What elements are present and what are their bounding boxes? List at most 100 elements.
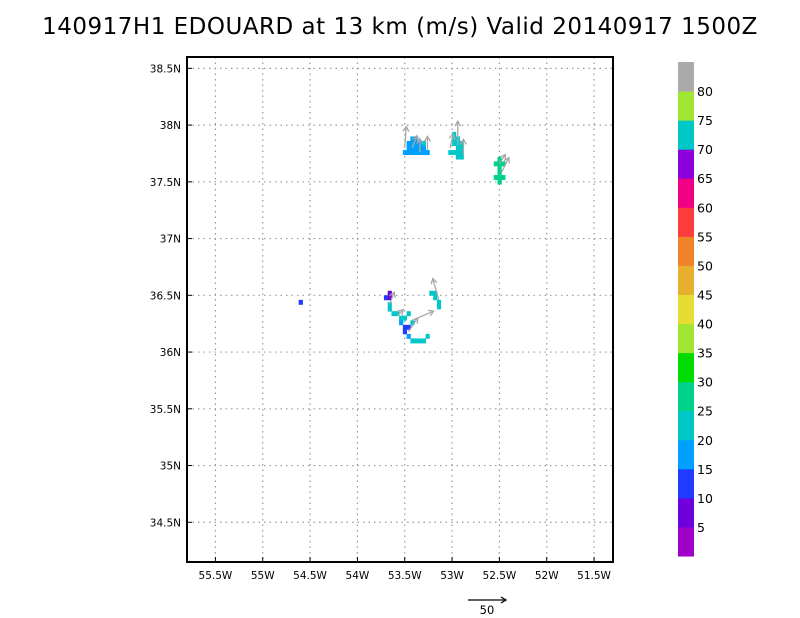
colorbar-segment	[678, 178, 694, 208]
y-tick-label: 34.5N	[150, 517, 181, 529]
data-cell	[459, 154, 464, 160]
colorbar-segment	[678, 62, 694, 92]
wind-vector	[407, 316, 419, 332]
colorbar-segment	[678, 91, 694, 121]
data-cell	[402, 329, 408, 335]
data-cell	[387, 302, 392, 308]
y-tick-label: 37N	[160, 234, 181, 246]
colorbar-segment	[678, 439, 694, 470]
colorbar-segment	[678, 294, 694, 325]
x-axis-ticks: 55.5W 55W 54.5W 54W 53.5W 53W 52.5W 52W 51.5W	[199, 557, 612, 582]
colorbar-segment	[678, 497, 694, 528]
data-cell	[410, 320, 415, 326]
vector-shaft	[407, 317, 419, 332]
data-cell	[452, 131, 457, 137]
x-tick-label: 55W	[251, 570, 275, 582]
wind-vector	[454, 119, 462, 146]
colorbar-segment	[678, 120, 694, 150]
data-cell	[410, 145, 415, 151]
x-tick-label: 53.5W	[388, 570, 422, 582]
x-tick-label: 52.5W	[483, 570, 517, 582]
data-cell	[414, 140, 419, 146]
data-cell	[459, 150, 464, 155]
wind-vector	[396, 308, 405, 317]
data-cell	[414, 338, 419, 344]
y-tick-label: 35N	[160, 461, 181, 473]
data-cell	[493, 161, 498, 167]
wind-vector	[388, 291, 396, 305]
data-cell	[402, 315, 408, 321]
data-cell	[406, 145, 411, 151]
vector-head	[397, 308, 405, 316]
wind-vector	[459, 138, 467, 155]
vector-shaft	[411, 135, 418, 149]
data-cell	[387, 306, 392, 312]
vector-shaft	[404, 126, 407, 148]
data-cell	[455, 145, 461, 151]
x-tick-label: 54.5W	[293, 570, 327, 582]
x-tick-label: 55.5W	[199, 570, 233, 582]
reference-vector-arrow	[468, 596, 508, 604]
colorbar-label: 35	[697, 346, 713, 361]
x-tick-label: 52W	[535, 570, 559, 582]
data-cell	[497, 179, 502, 185]
colorbar-label: 45	[697, 287, 713, 302]
data-cell	[497, 175, 502, 180]
y-tick-label: 35.5N	[150, 404, 181, 416]
colorbar-label: 40	[697, 317, 713, 332]
colorbar-segment	[678, 410, 694, 441]
y-axis-ticks: 34.5N 35N 35.5N 36N 36.5N 37N 37.5N 38N 38.5N	[150, 63, 192, 529]
data-cell	[298, 299, 303, 305]
vector-head	[402, 125, 410, 133]
colorbar-segment	[678, 236, 694, 266]
colorbar-label: 50	[697, 258, 713, 273]
y-tick-label: 36N	[160, 347, 181, 359]
vector-shaft	[449, 133, 454, 148]
vector-shaft	[388, 292, 395, 305]
data-cell	[452, 140, 457, 146]
wind-vector	[430, 277, 440, 301]
vector-shaft	[500, 157, 510, 174]
data-cell	[406, 140, 411, 146]
colorbar-label: 30	[697, 375, 713, 390]
data-cell	[421, 140, 426, 146]
data-cell	[417, 338, 423, 344]
data-cell	[421, 145, 426, 151]
vector-head	[412, 316, 419, 324]
data-cell	[501, 161, 506, 167]
vector-head	[416, 137, 424, 144]
colorbar-segment	[678, 381, 694, 412]
data-cell	[410, 140, 415, 146]
vector-head	[459, 138, 467, 145]
data-cell	[425, 333, 430, 339]
data-cell	[402, 324, 408, 330]
data-cell	[497, 165, 502, 171]
data-cell	[399, 320, 404, 326]
data-cell	[448, 150, 453, 155]
vector-head	[389, 291, 396, 299]
colorbar-segment	[678, 526, 694, 557]
colorbar-segment	[678, 352, 694, 383]
data-cell	[406, 311, 411, 317]
data-cell	[497, 161, 502, 167]
colorbar-label: 15	[697, 462, 713, 477]
vector-shaft	[396, 309, 404, 317]
y-tick-label: 37.5N	[150, 177, 181, 189]
data-cell	[395, 311, 400, 317]
data-cell	[436, 299, 442, 305]
vector-head	[430, 277, 438, 285]
y-tick-label: 38.5N	[150, 63, 181, 75]
data-cell	[387, 295, 392, 301]
colorbar-segment	[678, 149, 694, 179]
data-cell	[410, 338, 415, 344]
data-cell	[455, 150, 461, 155]
colorbar-label: 5	[697, 520, 705, 535]
data-cell	[399, 315, 404, 321]
data-cell	[383, 295, 389, 301]
grid-lines	[187, 57, 613, 562]
data-cell	[493, 175, 498, 180]
data-cell	[406, 150, 411, 155]
wind-vector	[411, 134, 419, 149]
data-cell	[391, 311, 396, 317]
